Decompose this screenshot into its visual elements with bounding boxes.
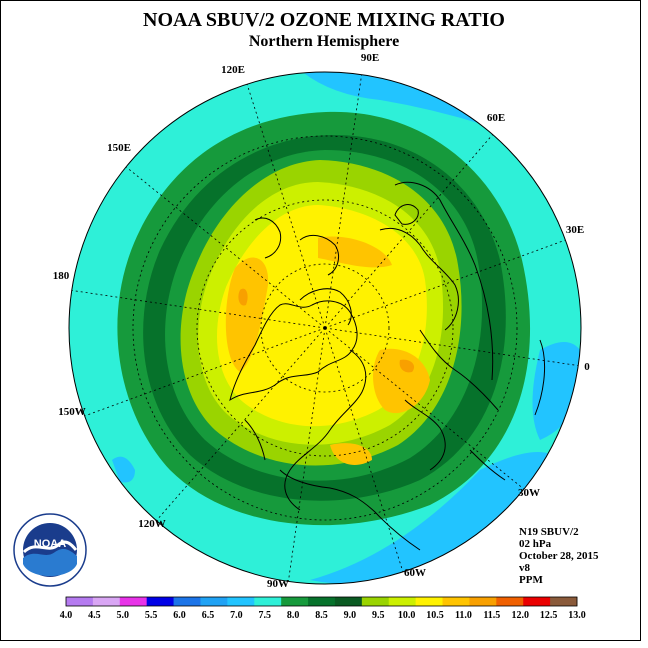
- colorbar-swatch: [119, 597, 148, 606]
- colorbar-swatch: [550, 597, 578, 606]
- lon-label-150w: 150W: [58, 406, 86, 418]
- chart-title: NOAA SBUV/2 OZONE MIXING RATIO: [143, 9, 505, 31]
- lon-label-30w: 30W: [518, 487, 540, 499]
- lon-label-120w: 120W: [138, 518, 166, 530]
- contour-11-5-patch-west: [238, 288, 248, 306]
- lon-label-0: 0: [584, 361, 590, 373]
- lon-label-120e: 120E: [221, 64, 245, 76]
- contour-11-0-patch-north: [318, 236, 392, 268]
- lon-label-90e: 90E: [361, 52, 379, 64]
- contour-11-0-patch-east: [373, 348, 430, 414]
- colorbar-swatch: [227, 597, 255, 606]
- contour-7-5-patch-west: [112, 456, 135, 483]
- colorbar-tick-label: 9.0: [344, 610, 357, 621]
- info-level: 02 hPa: [519, 538, 552, 550]
- info-version: v8: [519, 562, 531, 574]
- polar-map: [69, 72, 581, 584]
- colorbar-tick-label: 6.5: [202, 610, 215, 621]
- info-instrument: N19 SBUV/2: [519, 526, 579, 538]
- contour-7-5-patch-south: [310, 452, 560, 584]
- lon-label-90w: 90W: [267, 578, 289, 590]
- colorbar-tick-label: 7.5: [258, 610, 271, 621]
- colorbar-tick-label: 7.0: [230, 610, 243, 621]
- colorbar-tick-label: 8.5: [315, 610, 328, 621]
- contour-11-0-patch-west: [225, 257, 269, 372]
- colorbar-swatch: [146, 597, 174, 606]
- colorbar-border: [65, 596, 578, 607]
- colorbar-tick-label: 9.5: [372, 610, 385, 621]
- graticule: [69, 72, 581, 584]
- colorbar-tick-label: 8.0: [287, 610, 300, 621]
- chart-subtitle: Northern Hemisphere: [249, 33, 399, 50]
- contour-7-5-patch-east: [532, 342, 581, 440]
- colorbar-tick-label: 4.5: [88, 610, 101, 621]
- colorbar-swatch: [254, 597, 282, 606]
- colorbar-swatch: [442, 597, 470, 606]
- figure-border: [0, 0, 641, 641]
- colorbar-swatch: [361, 597, 390, 606]
- colorbar-swatch: [469, 597, 497, 606]
- product-info: N19 SBUV/2 02 hPa October 28, 2015 v8 PP…: [519, 526, 599, 586]
- info-date: October 28, 2015: [519, 550, 599, 562]
- noaa-logo-text: NOAA: [34, 538, 66, 550]
- colorbar-swatch: [200, 597, 228, 606]
- colorbar-tick-label: 12.5: [540, 610, 558, 621]
- longitude-labels: 90E 60E 30E 0 30W 60W 90W 120W 150W 180 …: [53, 52, 591, 590]
- contour-11-0-patch-south: [330, 443, 372, 465]
- lon-label-180: 180: [53, 270, 70, 282]
- lon-label-150e: 150E: [107, 142, 131, 154]
- colorbar-swatch: [523, 597, 551, 606]
- colorbar-tick-label: 11.0: [455, 610, 472, 621]
- lon-label-60w: 60W: [404, 567, 426, 579]
- colorbar-tick-label: 5.0: [117, 610, 130, 621]
- colorbar-swatch: [388, 597, 417, 606]
- colorbar-tick-label: 13.0: [568, 610, 586, 621]
- colorbar-swatch: [173, 597, 201, 606]
- colorbar-tick-label: 10.5: [426, 610, 444, 621]
- colorbar-tick-label: 6.0: [173, 610, 186, 621]
- colorbar-tick-label: 11.5: [483, 610, 500, 621]
- lon-label-60e: 60E: [487, 112, 505, 124]
- colorbar-swatch: [92, 597, 121, 606]
- colorbar-swatch: [308, 597, 336, 606]
- colorbar-swatch: [66, 597, 94, 606]
- noaa-logo: NOAA: [13, 513, 87, 587]
- colorbar-swatch: [281, 597, 309, 606]
- lon-label-30e: 30E: [566, 224, 584, 236]
- colorbar-tick-label: 5.5: [145, 610, 158, 621]
- map-outline: [68, 71, 582, 585]
- colorbar-swatch: [496, 597, 524, 606]
- colorbar-tick-label: 4.0: [60, 610, 73, 621]
- colorbar-swatch: [415, 597, 443, 606]
- info-units: PPM: [519, 574, 543, 586]
- colorbar-swatch: [334, 597, 363, 606]
- colorbar-tick-label: 10.0: [398, 610, 416, 621]
- contour-11-5-patch: [399, 359, 415, 373]
- colorbar-tick-label: 12.0: [511, 610, 529, 621]
- colorbar: 4.0 4.5 5.0 5.5 6.0 6.5 7.0 7.5 8.0 8.5 9.0 9.5 10.0…: [60, 596, 586, 621]
- contour-7-5-patch-north: [300, 72, 506, 130]
